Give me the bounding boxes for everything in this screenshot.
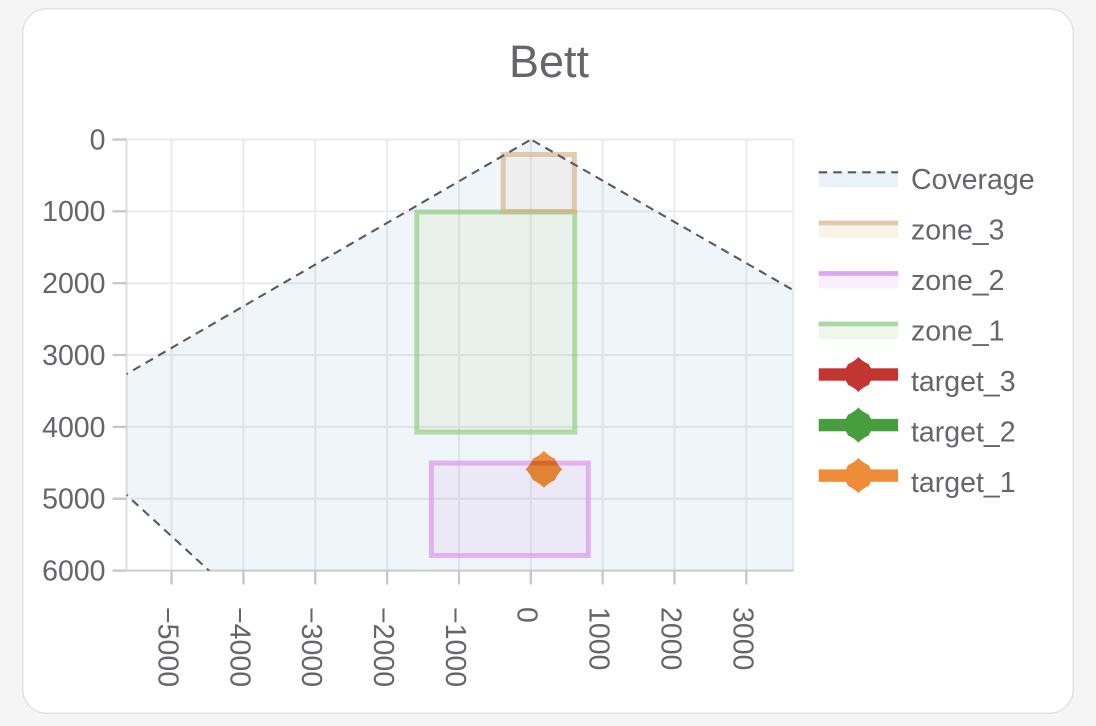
svg-text:4000: 4000 (42, 412, 105, 444)
svg-text:6000: 6000 (42, 556, 105, 588)
svg-text:−2000: −2000 (367, 607, 399, 687)
svg-text:1000: 1000 (42, 196, 105, 228)
svg-text:zone_3: zone_3 (911, 214, 1005, 246)
svg-text:3000: 3000 (42, 340, 105, 372)
svg-text:target_3: target_3 (911, 366, 1016, 398)
svg-text:5000: 5000 (42, 484, 105, 516)
svg-text:0: 0 (511, 607, 543, 623)
svg-text:target_1: target_1 (911, 467, 1016, 499)
svg-text:−1000: −1000 (439, 607, 471, 687)
svg-text:Coverage: Coverage (911, 164, 1035, 196)
svg-text:−4000: −4000 (223, 607, 255, 687)
svg-text:−5000: −5000 (151, 607, 183, 687)
svg-text:0: 0 (90, 124, 106, 156)
svg-text:zone_2: zone_2 (911, 265, 1005, 297)
svg-text:2000: 2000 (42, 268, 105, 300)
svg-text:Bett: Bett (509, 36, 590, 87)
svg-text:1000: 1000 (583, 607, 615, 670)
svg-text:3000: 3000 (726, 607, 758, 670)
svg-text:2000: 2000 (654, 607, 686, 670)
svg-text:target_2: target_2 (911, 417, 1016, 449)
svg-text:−3000: −3000 (295, 607, 327, 687)
svg-text:zone_1: zone_1 (911, 315, 1005, 347)
